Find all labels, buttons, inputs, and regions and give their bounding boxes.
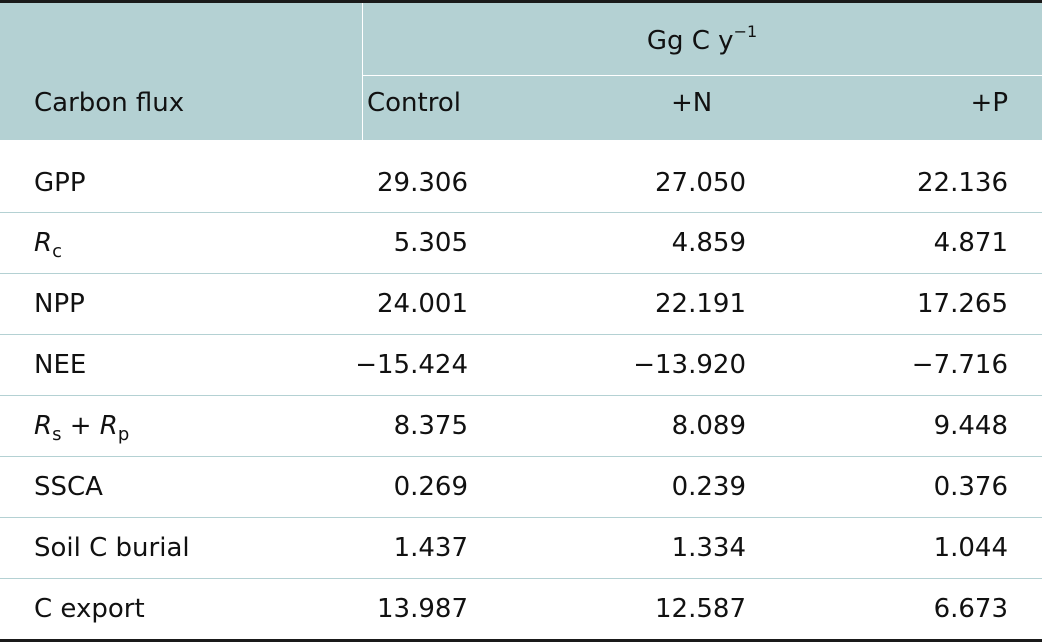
cell-control: −15.424	[355, 350, 468, 380]
row-label: SSCA	[34, 472, 103, 502]
cell-plus-n: 27.050	[655, 168, 746, 198]
row-divider	[0, 395, 1042, 396]
cell-plus-n: 4.859	[671, 228, 746, 258]
row-label: C export	[34, 594, 145, 624]
row-label: Rc	[34, 213, 62, 274]
table-row: Rc 5.305 4.859 4.871	[0, 213, 1042, 274]
row-divider	[0, 273, 1042, 274]
unit-base: Gg C y	[646, 26, 734, 56]
row-divider	[0, 334, 1042, 335]
table-row: NPP 24.001 22.191 17.265	[0, 274, 1042, 335]
row-divider	[0, 456, 1042, 457]
row-label: NPP	[34, 289, 85, 319]
cell-control: 5.305	[393, 228, 468, 258]
row-label: NEE	[34, 350, 87, 380]
cell-control: 1.437	[393, 533, 468, 563]
cell-plus-n: 8.089	[671, 411, 746, 441]
cell-plus-n: 0.239	[671, 472, 746, 502]
cell-plus-n: 22.191	[655, 289, 746, 319]
cell-control: 29.306	[377, 168, 468, 198]
header-plus-p: +P	[970, 88, 1008, 118]
row-label-subscript-2: p	[117, 424, 130, 445]
table-row: Soil C burial 1.437 1.334 1.044	[0, 518, 1042, 579]
row-label: Rs + Rp	[34, 396, 129, 457]
bottom-rule	[0, 639, 1042, 642]
header-group-rule	[362, 75, 1042, 76]
row-label-symbol-2: R	[99, 411, 118, 441]
table-row: GPP 29.306 27.050 22.136	[0, 153, 1042, 214]
row-divider	[0, 517, 1042, 518]
cell-plus-n: 1.334	[671, 533, 746, 563]
top-rule	[0, 0, 1042, 3]
row-label-operator: +	[61, 411, 100, 441]
header-plus-n: +N	[671, 88, 713, 118]
cell-plus-p: −7.716	[911, 350, 1008, 380]
cell-plus-p: 17.265	[917, 289, 1008, 319]
cell-plus-p: 0.376	[933, 472, 1008, 502]
row-label-subscript: c	[52, 241, 62, 262]
table-row: Rs + Rp 8.375 8.089 9.448	[0, 396, 1042, 457]
cell-plus-p: 6.673	[933, 594, 1008, 624]
unit-header: Gg C y−1	[0, 24, 1042, 57]
table-row: C export 13.987 12.587 6.673	[0, 579, 1042, 640]
header-column-divider	[362, 3, 363, 140]
header-carbon-flux: Carbon flux	[34, 88, 185, 118]
cell-control: 8.375	[393, 411, 468, 441]
row-label: GPP	[34, 168, 86, 198]
cell-plus-p: 4.871	[933, 228, 1008, 258]
cell-plus-p: 9.448	[933, 411, 1008, 441]
cell-plus-n: 12.587	[655, 594, 746, 624]
table-row: SSCA 0.269 0.239 0.376	[0, 457, 1042, 518]
row-divider	[0, 212, 1042, 213]
row-label-symbol: R	[34, 228, 53, 258]
cell-control: 24.001	[377, 289, 468, 319]
cell-plus-n: −13.920	[633, 350, 746, 380]
row-label: Soil C burial	[34, 533, 190, 563]
row-divider	[0, 578, 1042, 579]
header-control: Control	[367, 88, 461, 118]
table-header	[0, 3, 1042, 140]
row-label-symbol: R	[34, 411, 53, 441]
unit-exponent: −1	[733, 22, 758, 41]
table-row: NEE −15.424 −13.920 −7.716	[0, 335, 1042, 396]
row-label-subscript: s	[52, 424, 62, 445]
cell-control: 0.269	[393, 472, 468, 502]
cell-plus-p: 1.044	[933, 533, 1008, 563]
cell-plus-p: 22.136	[917, 168, 1008, 198]
cell-control: 13.987	[377, 594, 468, 624]
